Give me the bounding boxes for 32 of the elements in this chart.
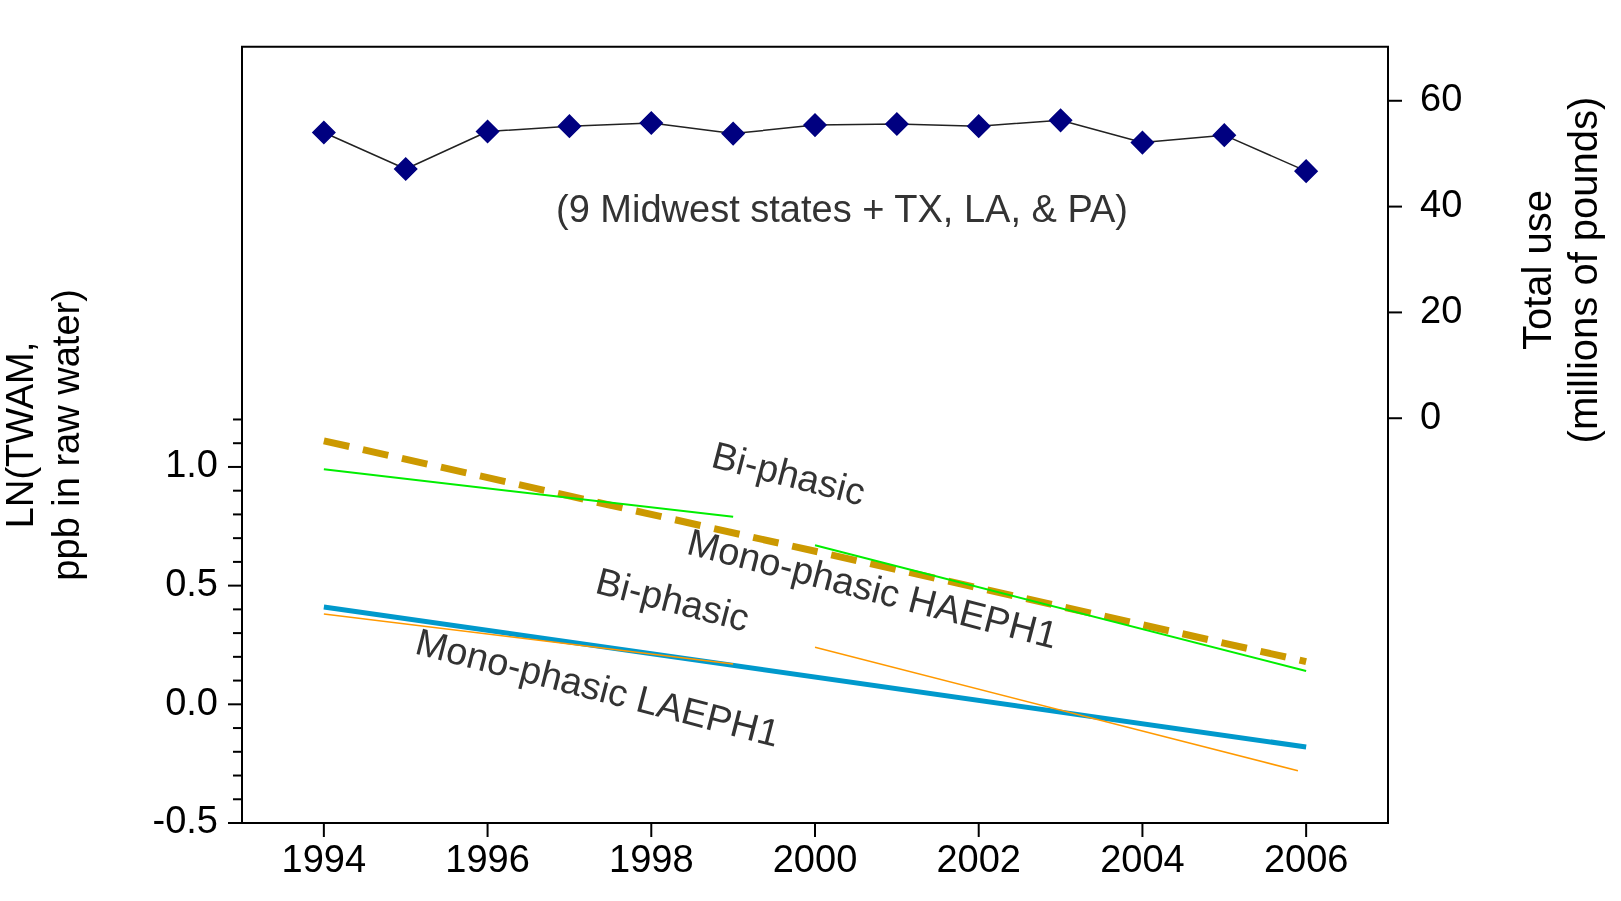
x-tick-label: 2006: [1263, 838, 1349, 881]
x-tick-label: 2000: [772, 838, 858, 881]
x-tick-label: 1996: [445, 838, 530, 881]
x-tick-label: 1998: [609, 838, 694, 881]
annotation: Bi-phasic: [707, 433, 870, 514]
point: [721, 121, 745, 146]
y2-tick-label: 20: [1420, 288, 1463, 331]
y2-tick-label: 0: [1420, 394, 1442, 437]
x-tick-label: 2004: [1100, 838, 1185, 881]
y2-tick-label: 40: [1420, 183, 1463, 226]
point: [312, 120, 336, 145]
point: [393, 157, 418, 181]
point: [1130, 130, 1155, 155]
point: [1294, 159, 1318, 183]
point: [475, 119, 500, 144]
y-tick-label: 0.0: [165, 680, 218, 723]
x-tick-label: 1994: [281, 838, 367, 881]
annotation: (9 Midwest states + TX, LA, & PA): [556, 188, 1128, 231]
y-tick-label: 0.5: [165, 562, 218, 605]
y2-axis-title: Total use (millions of pounds): [1515, 96, 1606, 444]
point: [1212, 123, 1237, 147]
point: [803, 113, 827, 137]
point: [639, 111, 664, 135]
y-tick-label: -0.5: [152, 799, 218, 842]
point: [1048, 108, 1073, 133]
y2-tick-label: 60: [1420, 77, 1463, 120]
point: [966, 114, 991, 138]
y-tick-label: 1.0: [165, 443, 218, 486]
point: [885, 112, 909, 136]
x-tick-label: 2002: [936, 838, 1021, 881]
y-axis-title: LN(TWAM, ppb in raw water): [0, 289, 87, 581]
point: [557, 114, 582, 138]
